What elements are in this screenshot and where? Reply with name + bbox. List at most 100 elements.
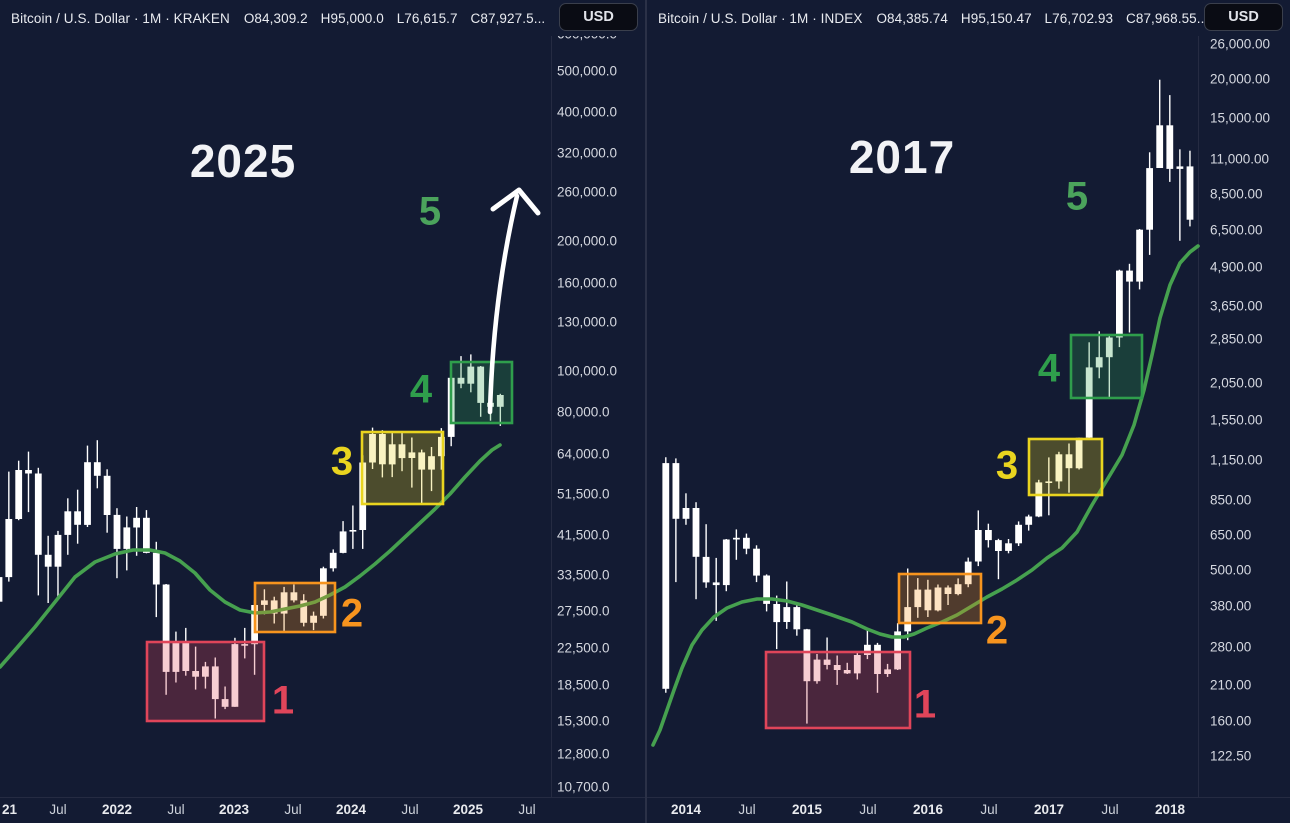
price-tick-label: 122.50 <box>1210 748 1252 764</box>
candle-body <box>477 366 485 403</box>
candle-body <box>803 629 811 682</box>
candle-body <box>662 463 670 689</box>
price-axis[interactable]: 26,000.00 20,000.00 15,000.00 11,000.00 8,50… <box>1196 36 1290 797</box>
candle-body <box>133 517 140 528</box>
candle-body <box>369 434 376 463</box>
currency-unit-button[interactable]: USD <box>1204 3 1283 31</box>
candle-body <box>54 534 62 567</box>
projection-arrow-head[interactable] <box>490 187 541 216</box>
wave-1-box[interactable] <box>764 650 912 730</box>
symbol-header[interactable]: Bitcoin / U.S. Dollar · 1M · KRAKEN O84,… <box>0 0 645 36</box>
candle-body <box>182 642 190 671</box>
time-axis-divider <box>0 797 645 798</box>
candle-body <box>773 604 781 623</box>
candle-body <box>763 575 770 604</box>
candle-body <box>1186 166 1194 220</box>
big-year-label[interactable]: 2017 <box>848 131 956 183</box>
candle-body <box>93 462 101 476</box>
open-value: O84,309.2 <box>243 10 308 26</box>
price-tick-label: 260,000.0 <box>557 184 618 200</box>
candle-body <box>692 508 700 557</box>
candle-body <box>457 377 465 384</box>
candle-body <box>1005 543 1012 551</box>
moving-average-line <box>0 443 502 669</box>
candle-body <box>904 607 912 632</box>
time-tick-label: Jul <box>859 802 877 817</box>
wave-4-box[interactable] <box>449 360 514 425</box>
projection-arrow-shaft[interactable] <box>487 193 520 415</box>
candle-body <box>231 644 239 707</box>
open-value: O84,385.74 <box>876 10 949 26</box>
time-tick-label: Jul <box>284 802 302 817</box>
candle-body <box>1136 229 1143 282</box>
close-value: C87,927.5... <box>470 10 546 26</box>
candle-body <box>1176 166 1184 169</box>
candle-body <box>44 554 52 567</box>
candle-body <box>162 584 170 672</box>
time-axis[interactable]: 2014 Jul 2015 Jul 2016 Jul 2017 Jul 2018 <box>647 798 1290 823</box>
price-tick-label: 26,000.00 <box>1210 36 1271 52</box>
wave-3-label[interactable]: 3 <box>995 443 1019 488</box>
wave-5-label[interactable]: 5 <box>1065 174 1089 219</box>
candle-body <box>270 600 278 614</box>
wave-1-label[interactable]: 1 <box>913 682 937 727</box>
price-axis-divider <box>1198 36 1199 797</box>
price-tick-label: 33,500.0 <box>557 567 610 583</box>
wave-1-box[interactable] <box>145 640 266 723</box>
candle-body <box>5 519 13 578</box>
wave-2-box[interactable] <box>897 572 983 625</box>
high-value: H95,000.0 <box>320 10 384 26</box>
chart-pane-2017: Bitcoin / U.S. Dollar · 1M · INDEX O84,3… <box>645 0 1290 823</box>
candle-body <box>1025 516 1033 525</box>
wave-2-label[interactable]: 2 <box>985 608 1009 653</box>
ohlc-values: O84,309.2 H95,000.0 L76,615.7 C87,927.5.… <box>244 11 554 26</box>
price-tick-label: 160.00 <box>1210 713 1252 729</box>
candle-body <box>496 395 504 407</box>
price-tick-label: 160,000.0 <box>557 275 618 291</box>
price-tick-label: 2,850.00 <box>1210 331 1263 347</box>
price-tick-label: 22,500.0 <box>557 640 610 656</box>
wave-3-box[interactable] <box>360 430 445 506</box>
candle-body <box>388 444 396 465</box>
price-tick-label: 6,500.00 <box>1210 222 1263 238</box>
candle-body <box>1085 367 1093 438</box>
wave-4-label[interactable]: 4 <box>1037 346 1061 391</box>
wave-3-label[interactable]: 3 <box>330 439 354 484</box>
wave-4-box[interactable] <box>1069 333 1144 400</box>
time-tick-label: 2025 <box>452 802 484 817</box>
big-year-label[interactable]: 2025 <box>189 135 297 187</box>
candle-body <box>172 642 180 672</box>
candle-body <box>1116 270 1123 338</box>
candle-body <box>398 444 406 459</box>
high-value: H95,150.47 <box>960 10 1032 26</box>
candle-body <box>1126 270 1133 282</box>
symbol-header[interactable]: Bitcoin / U.S. Dollar · 1M · INDEX O84,3… <box>647 0 1290 36</box>
price-tick-label: 380.00 <box>1210 598 1252 614</box>
price-tick-label: 400,000.0 <box>557 104 618 120</box>
candle-body <box>843 670 851 674</box>
candle-body <box>1055 454 1063 482</box>
candle-body <box>0 577 3 602</box>
time-tick-label: Jul <box>49 802 67 817</box>
time-axis[interactable]: 21 Jul 2022 Jul 2023 Jul 2024 Jul 2025 Jul <box>0 798 645 823</box>
wave-3-box[interactable] <box>1027 437 1104 497</box>
wave-2-label[interactable]: 2 <box>340 591 364 636</box>
currency-unit-button[interactable]: USD <box>559 3 638 31</box>
candle-body <box>310 615 317 623</box>
candle-body <box>864 644 871 655</box>
time-tick-label: 2023 <box>218 802 250 817</box>
price-tick-label: 100,000.0 <box>557 363 618 379</box>
wave-5-label[interactable]: 5 <box>418 189 442 234</box>
candle-body <box>672 463 680 519</box>
price-axis[interactable]: 600,000.0500,000.0400,000.0320,000.0260,… <box>551 27 645 797</box>
wave-4-label[interactable]: 4 <box>409 367 433 412</box>
symbol-title[interactable]: Bitcoin / U.S. Dollar · 1M · KRAKEN <box>11 10 230 26</box>
time-tick-label: Jul <box>738 802 756 817</box>
wave-1-label[interactable]: 1 <box>271 678 295 723</box>
candle-body <box>823 659 831 665</box>
candle-body <box>438 436 445 457</box>
candle-body <box>280 592 288 614</box>
price-tick-label: 80,000.0 <box>557 404 610 420</box>
wave-2-box[interactable] <box>253 581 337 634</box>
symbol-title[interactable]: Bitcoin / U.S. Dollar · 1M · INDEX <box>658 10 863 26</box>
